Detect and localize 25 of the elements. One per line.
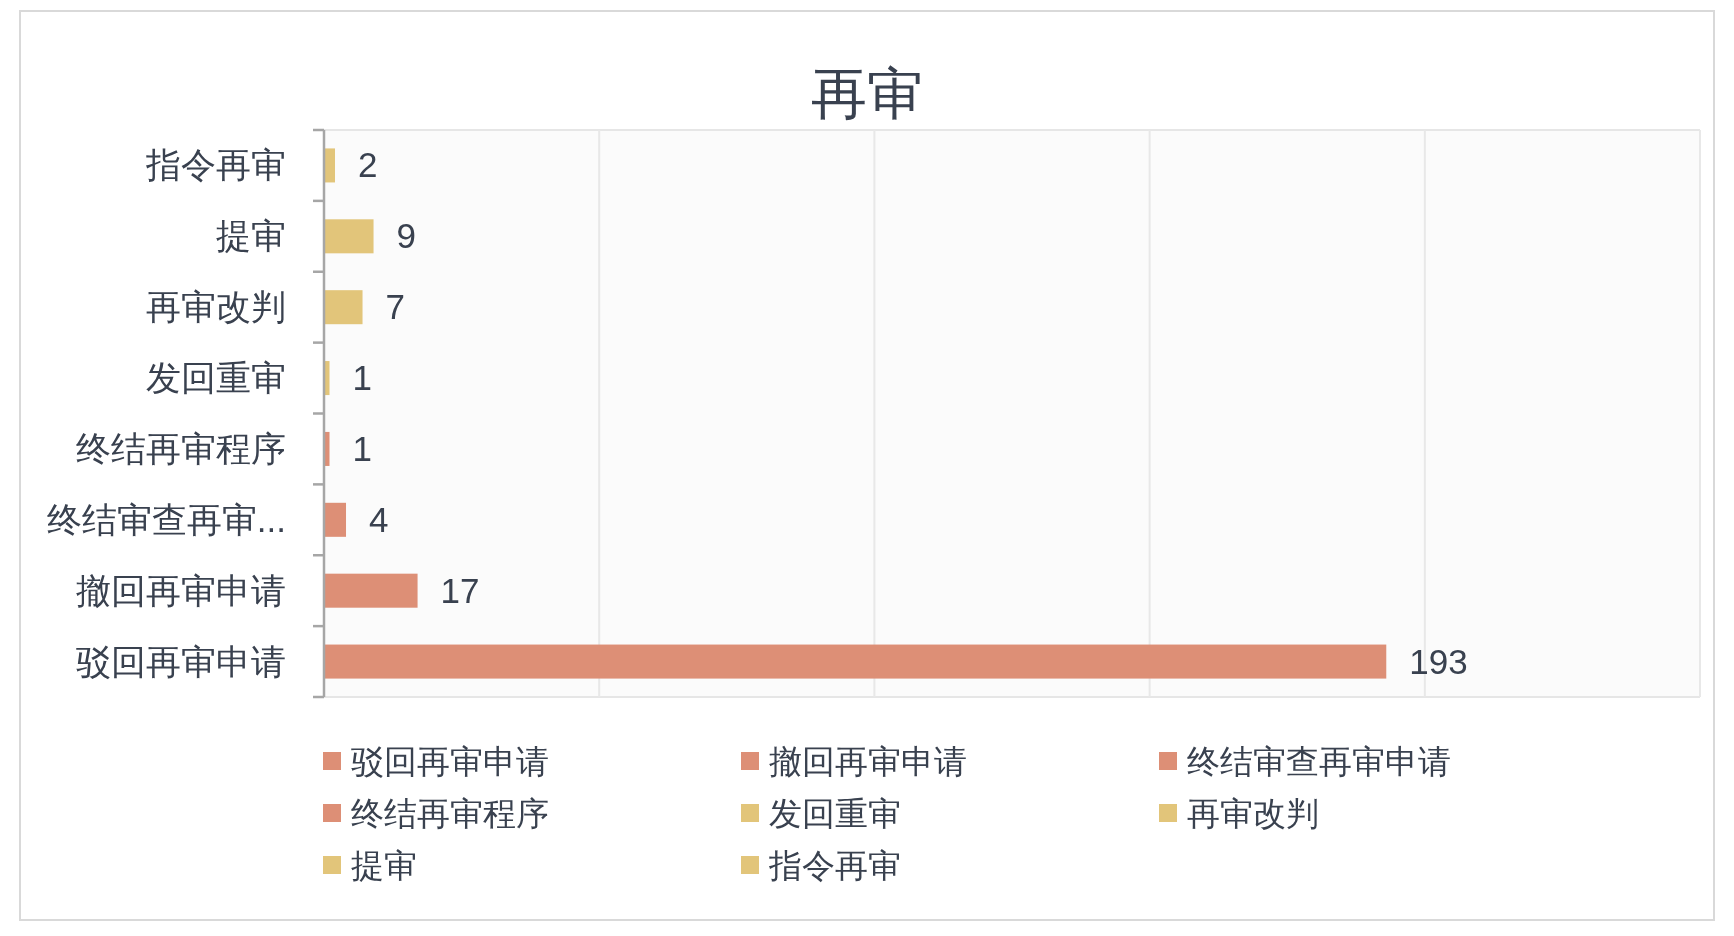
data-label: 2 (358, 145, 378, 185)
data-label: 4 (369, 499, 389, 539)
category-label: 终结再审程序 (76, 428, 286, 468)
category-label: 撤回再审申请 (76, 570, 286, 610)
category-label: 终结审查再审... (46, 499, 286, 539)
data-label: 193 (1409, 641, 1468, 681)
category-label: 指令再审 (146, 145, 286, 185)
data-label: 7 (385, 287, 405, 327)
data-label: 1 (352, 358, 372, 398)
data-label: 9 (396, 216, 416, 256)
legend-label: 撤回再审申请 (769, 743, 967, 780)
legend-label: 指令再审 (769, 847, 901, 884)
category-label: 驳回再审申请 (76, 641, 286, 681)
legend-label: 提审 (351, 847, 417, 884)
category-label: 提审 (216, 216, 286, 256)
legend-label: 发回重审 (769, 795, 901, 832)
legend-label: 终结审查再审申请 (1187, 743, 1451, 780)
title: 再审 (811, 62, 923, 125)
legend-label: 驳回再审申请 (351, 743, 549, 780)
data-label: 1 (352, 428, 372, 468)
category-label: 再审改判 (146, 287, 286, 327)
legend-label: 再审改判 (1187, 795, 1319, 832)
category-label: 发回重审 (146, 358, 286, 398)
legend-label: 终结再审程序 (351, 795, 549, 832)
data-label: 17 (440, 570, 480, 610)
